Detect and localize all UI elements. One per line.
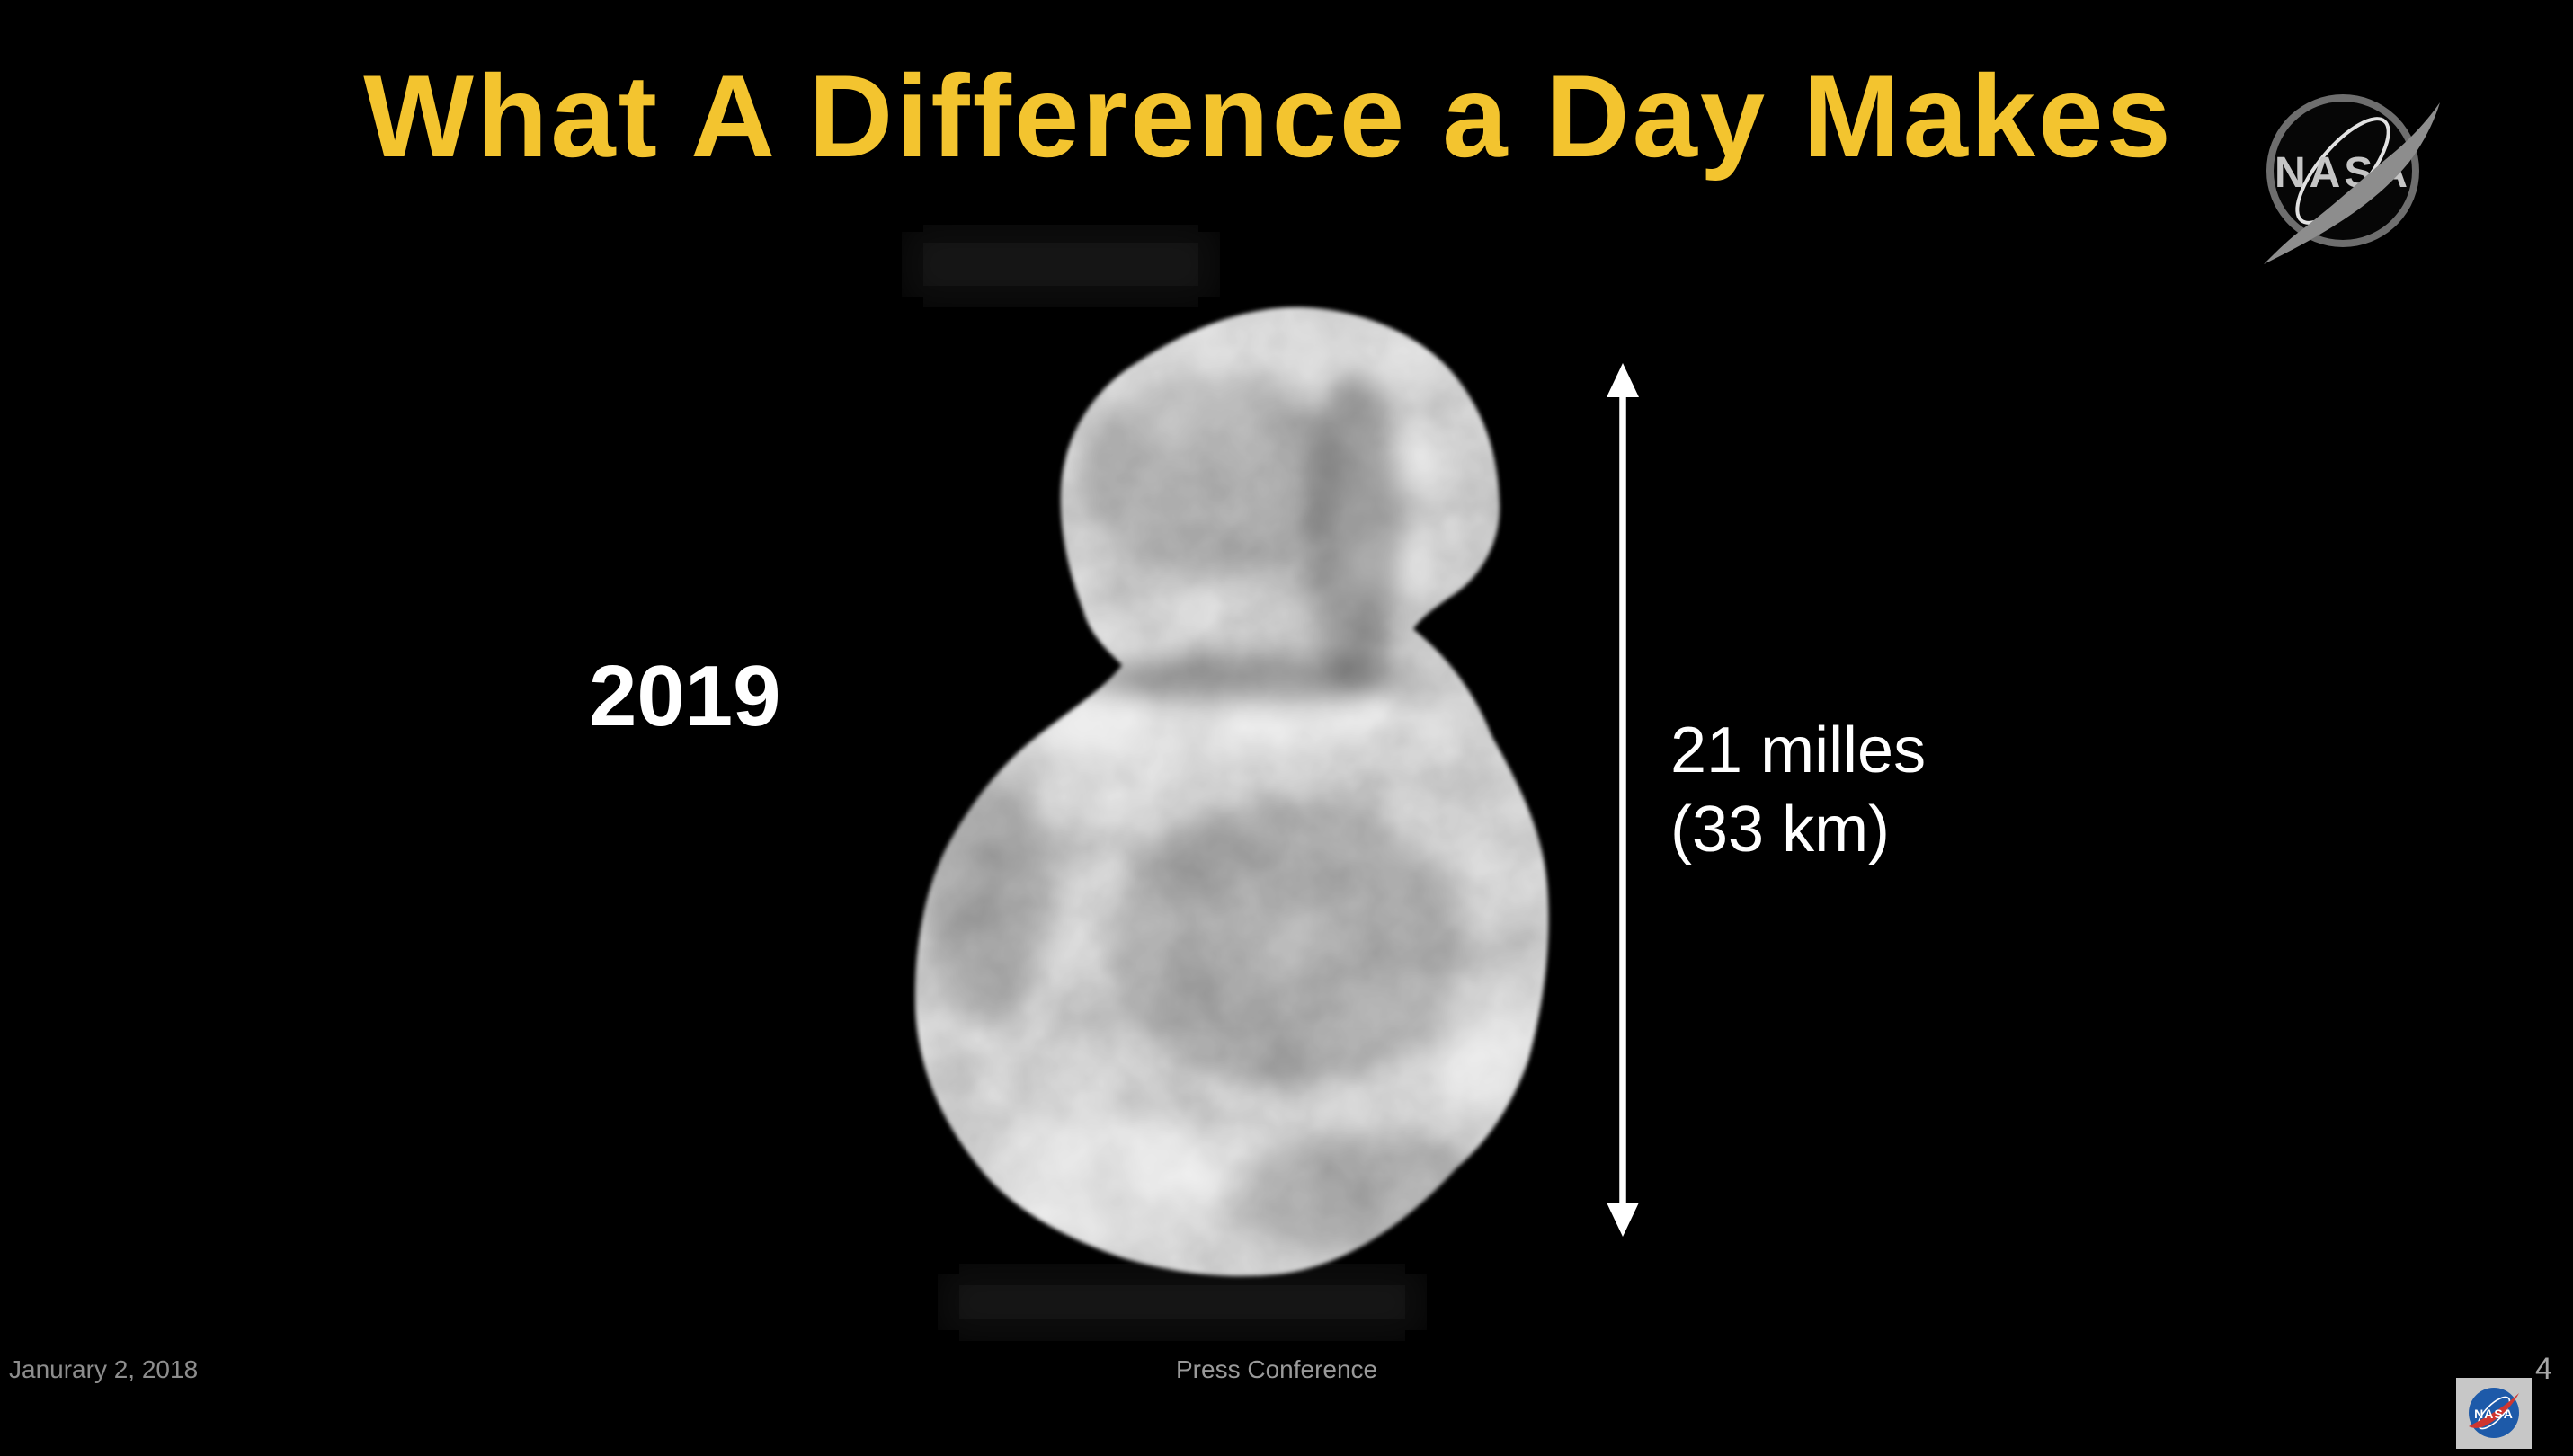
year-label: 2019 <box>589 648 781 744</box>
asteroid-body <box>914 306 1549 1276</box>
insignia-sphere <box>2266 94 2419 247</box>
footer-date: Janurary 2, 2018 <box>9 1355 199 1383</box>
double-headed-vertical-arrow-icon <box>1607 363 1639 1237</box>
asteroid-image <box>913 232 1549 1330</box>
slide-title: What A Difference a Day Makes <box>363 50 2174 182</box>
image-artifact-bottom <box>948 1274 1416 1330</box>
image-artifact-top <box>913 232 1209 297</box>
measurement-line-km: (33 km) <box>1670 793 1891 866</box>
insignia-swoosh <box>2264 102 2440 264</box>
nasa-insignia-color-icon: NASA <box>2469 1387 2519 1438</box>
arrow-head-top <box>1607 363 1639 397</box>
nasa-badge: NASA <box>2456 1378 2532 1449</box>
arrow-head-bottom <box>1607 1203 1639 1237</box>
badge-swoosh <box>2469 1392 2519 1428</box>
footer-event: Press Conference <box>1176 1355 1378 1383</box>
badge-wordmark: NASA <box>2474 1407 2514 1421</box>
nasa-insignia-grayscale-icon: NASA <box>2264 94 2440 264</box>
measurement-label: 21 milles (33 km) <box>1670 712 1926 870</box>
measurement-line-miles: 21 milles <box>1670 715 1927 786</box>
page-number: 4 <box>2535 1352 2552 1386</box>
